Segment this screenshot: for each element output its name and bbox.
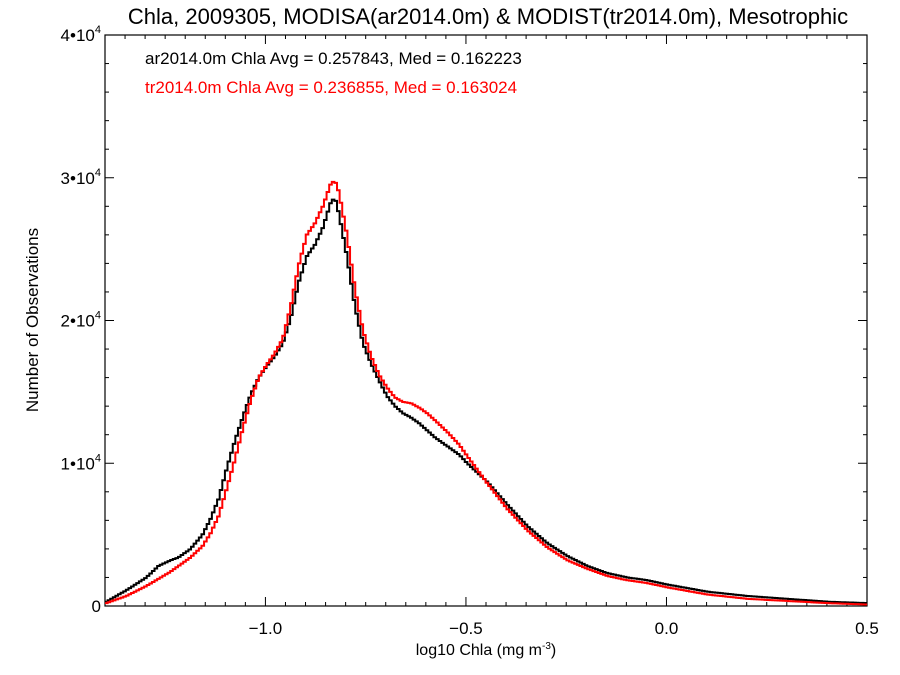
x-axis-label-superscript: -3 bbox=[542, 641, 551, 652]
series-layer bbox=[105, 180, 868, 606]
y-tick-label: 0 bbox=[92, 597, 101, 616]
y-tick-label-base: 4•10 bbox=[61, 26, 95, 45]
y-tick-label: 1•104 bbox=[61, 452, 101, 473]
y-tick-label-base: 3•10 bbox=[61, 169, 95, 188]
y-tick-label: 3•104 bbox=[61, 167, 101, 188]
chart-title: Chla, 2009305, MODISA(ar2014.0m) & MODIS… bbox=[128, 4, 848, 29]
y-tick-label: 4•104 bbox=[61, 24, 101, 45]
y-tick-label-exponent: 4 bbox=[95, 167, 101, 179]
y-tick-label-base: 0 bbox=[92, 597, 101, 616]
legend-entry-tr2014: tr2014.0m Chla Avg = 0.236855, Med = 0.1… bbox=[145, 78, 517, 97]
x-axis-label-text: log10 Chla (mg m bbox=[416, 642, 542, 659]
x-axis-label-close: ) bbox=[551, 642, 556, 659]
y-tick-label-exponent: 4 bbox=[95, 452, 101, 464]
series-line-ar2014 bbox=[105, 198, 868, 605]
y-tick-label-base: 1•10 bbox=[61, 454, 95, 473]
plot-frame bbox=[104, 34, 868, 607]
y-tick-label-exponent: 4 bbox=[95, 310, 101, 322]
legend-entry-ar2014: ar2014.0m Chla Avg = 0.257843, Med = 0.1… bbox=[145, 49, 522, 68]
legend: ar2014.0m Chla Avg = 0.257843, Med = 0.1… bbox=[145, 49, 522, 97]
x-tick-label: 0.0 bbox=[655, 619, 679, 638]
x-tick-label: 0.5 bbox=[855, 619, 879, 638]
x-axis-label: log10 Chla (mg m-3) bbox=[416, 641, 557, 659]
y-axis-label: Number of Observations bbox=[23, 228, 42, 412]
x-tick-label: −0.5 bbox=[449, 619, 483, 638]
series-line-tr2014 bbox=[105, 180, 868, 606]
y-tick-label-base: 2•10 bbox=[61, 312, 95, 331]
y-tick-label: 2•104 bbox=[61, 310, 101, 331]
x-axis: −1.0 −0.5 0.0 0.5 bbox=[124, 35, 879, 638]
x-tick-label: −1.0 bbox=[249, 619, 283, 638]
y-tick-label-exponent: 4 bbox=[95, 24, 101, 36]
